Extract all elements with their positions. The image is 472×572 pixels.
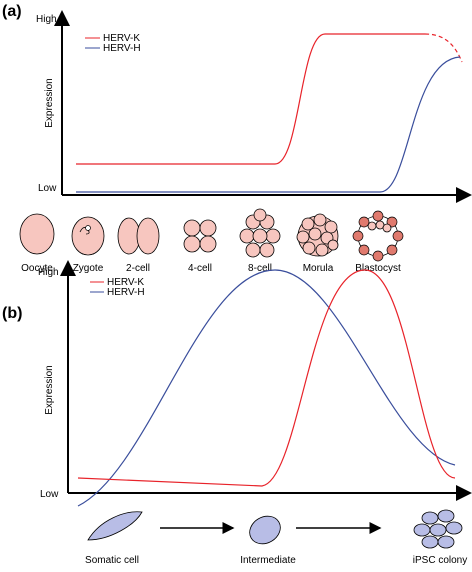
herv-k-curve-dashed xyxy=(424,33,463,63)
high-label: High xyxy=(36,14,57,25)
legend-label: HERV-H xyxy=(107,287,145,298)
y-axis-title: Expression xyxy=(44,78,55,127)
high-label: High xyxy=(38,267,59,278)
stage-label: Intermediate xyxy=(240,555,296,566)
herv-h-curve xyxy=(76,56,461,193)
stage-label: 4-cell xyxy=(188,263,212,274)
legend-label: HERV-K xyxy=(107,277,144,288)
stage-label: 8-cell xyxy=(248,263,272,274)
stage-label: Blastocyst xyxy=(355,263,401,274)
legend-label: HERV-H xyxy=(103,43,141,54)
stage-label: Zygote xyxy=(73,263,104,274)
legend-label: HERV-K xyxy=(103,33,140,44)
stage-label: Morula xyxy=(303,263,334,274)
stage-label: iPSC colony xyxy=(413,555,467,566)
stage-label: 2-cell xyxy=(126,263,150,274)
y-axis-title: Expression xyxy=(44,365,55,414)
herv-k-curve xyxy=(77,269,456,487)
low-label: Low xyxy=(38,183,57,194)
herv-h-curve xyxy=(77,269,456,507)
reprogramming-stages xyxy=(87,509,463,549)
panel-label: (a) xyxy=(2,3,22,20)
panel-label: (b) xyxy=(2,305,22,322)
embryo-stages xyxy=(19,208,404,262)
stage-label: Somatic cell xyxy=(85,555,139,566)
low-label: Low xyxy=(40,489,59,500)
stage-label: Oocyte xyxy=(21,263,53,274)
herv-k-curve xyxy=(76,33,425,165)
